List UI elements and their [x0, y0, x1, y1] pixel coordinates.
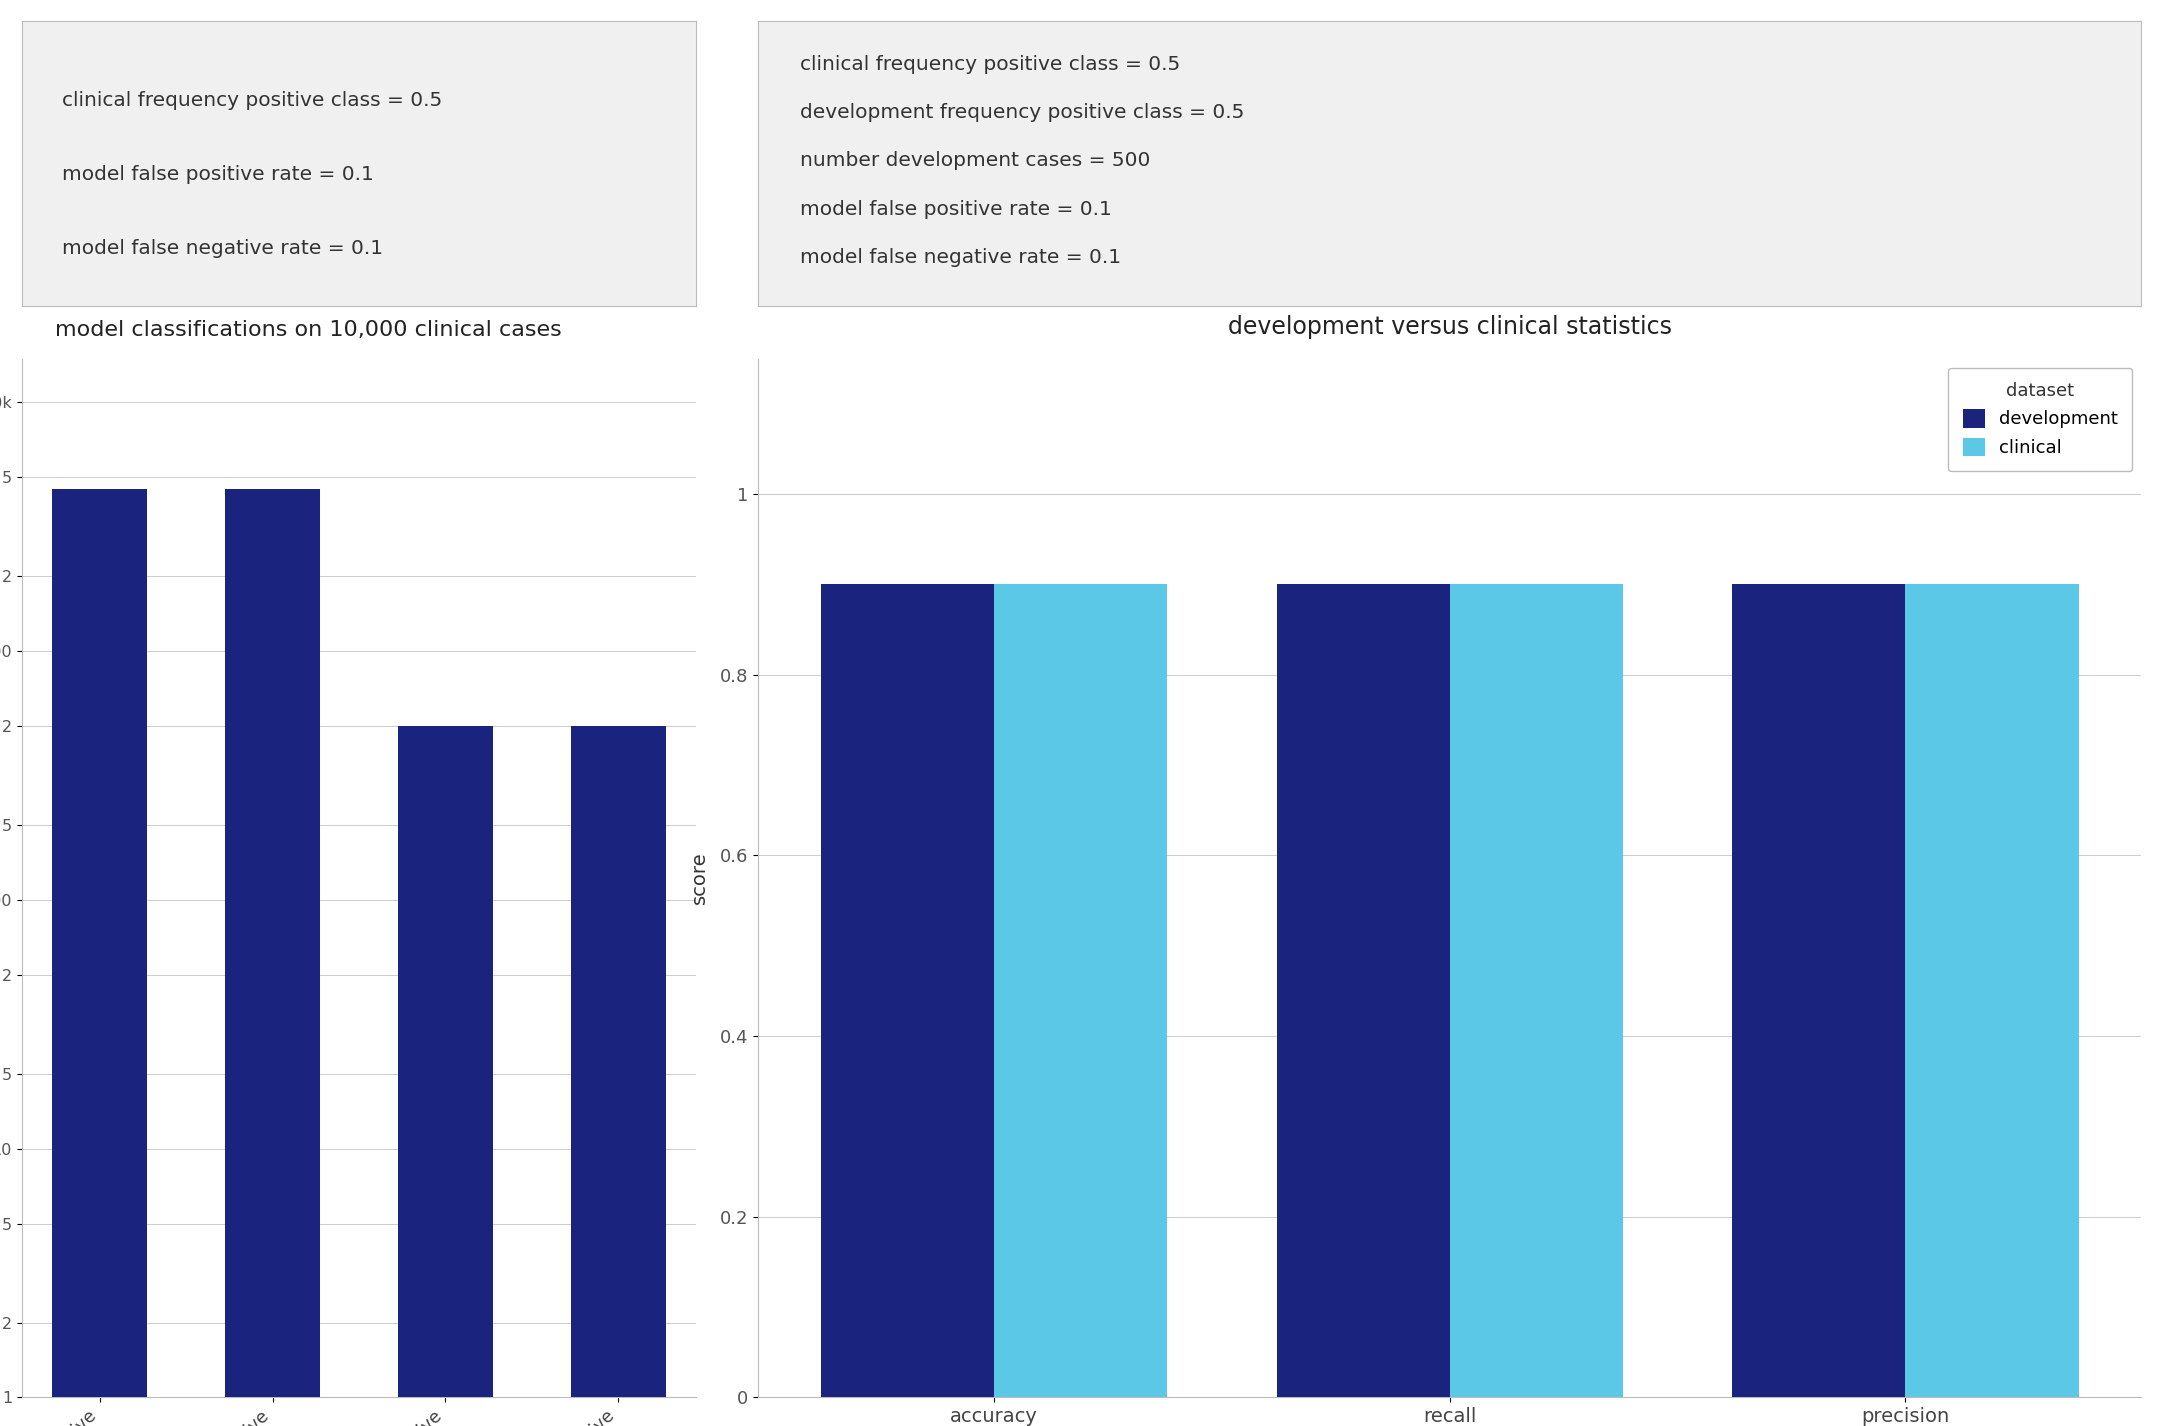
Bar — [1450, 585, 1624, 1397]
Bar — [994, 585, 1167, 1397]
Bar — [52, 489, 148, 1426]
Bar — [226, 489, 320, 1426]
Bar — [1904, 585, 2078, 1397]
Text: model classifications on 10,000 clinical cases: model classifications on 10,000 clinical… — [57, 321, 563, 341]
Text: model false positive rate = 0.1: model false positive rate = 0.1 — [800, 200, 1111, 218]
Text: development frequency positive class = 0.5: development frequency positive class = 0… — [800, 103, 1244, 121]
Text: model false negative rate = 0.1: model false negative rate = 0.1 — [800, 248, 1122, 267]
Title: development versus clinical statistics: development versus clinical statistics — [1228, 315, 1672, 338]
Text: clinical frequency positive class = 0.5: clinical frequency positive class = 0.5 — [63, 91, 443, 110]
Text: clinical frequency positive class = 0.5: clinical frequency positive class = 0.5 — [800, 54, 1180, 74]
Bar — [572, 726, 665, 1426]
Text: number development cases = 500: number development cases = 500 — [800, 151, 1150, 170]
Text: model false negative rate = 0.1: model false negative rate = 0.1 — [63, 240, 383, 258]
Bar — [398, 726, 493, 1426]
Bar — [1276, 585, 1450, 1397]
Bar — [822, 585, 994, 1397]
Legend: development, clinical: development, clinical — [1948, 368, 2133, 472]
Text: model false positive rate = 0.1: model false positive rate = 0.1 — [63, 165, 374, 184]
Y-axis label: score: score — [689, 851, 709, 904]
Bar — [1733, 585, 1904, 1397]
